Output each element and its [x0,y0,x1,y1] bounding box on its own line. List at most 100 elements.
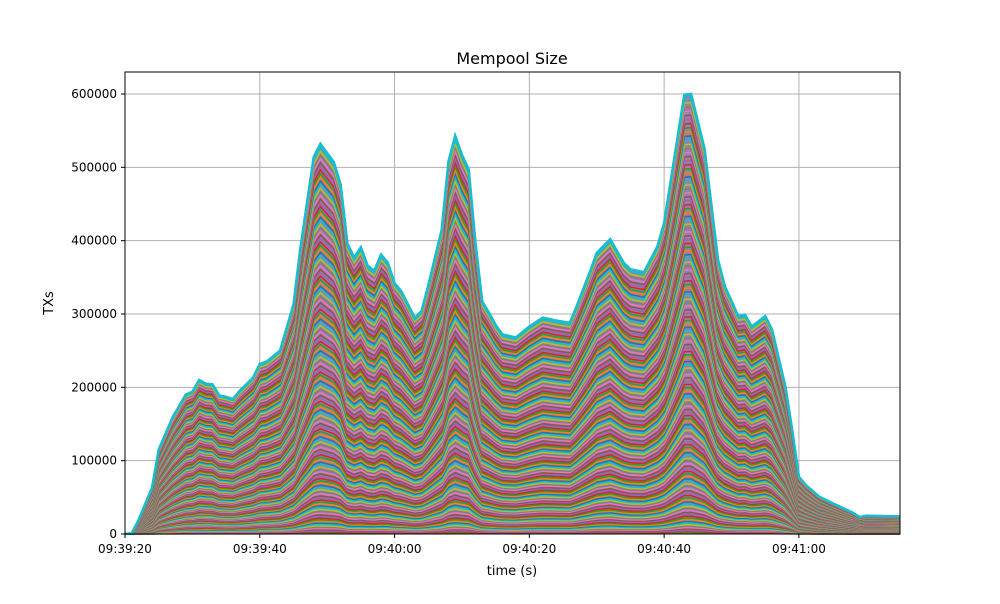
series-line [124,114,901,535]
series-line [124,440,901,535]
series-line [124,298,901,535]
x-tick-label: 09:40:40 [637,542,691,556]
series-line [124,294,901,535]
series-line [124,139,901,535]
series-line [124,143,901,535]
series-line [124,257,901,535]
series-line [124,360,901,535]
series-line [124,457,901,535]
series-line [124,183,901,535]
series-line [124,340,901,535]
series-line [124,191,901,535]
y-tick-label: 400000 [71,234,117,248]
series-line [124,101,901,535]
series-line [124,211,901,535]
y-tick-label: 500000 [71,160,117,174]
series-line [124,454,901,535]
series-line [124,336,901,535]
series-line [124,287,901,535]
series-line [124,175,901,535]
series-line [124,118,901,535]
plot-frame [124,71,901,535]
series-line [124,376,901,535]
series-line [124,329,901,535]
series-line [124,238,901,535]
series-line [124,110,901,535]
chart-title: Mempool Size [456,49,567,68]
series-line [124,350,901,535]
x-tick-label: 09:39:20 [98,542,152,556]
series-line [124,155,901,535]
series-line [124,246,901,535]
series-line [124,446,901,535]
series-line [124,443,901,535]
x-axis: 09:39:20 09:39:40 09:40:00 09:40:20 09:40:40… [98,534,826,556]
series-line [124,347,901,535]
series-line [124,203,901,535]
series-line [124,319,901,535]
series-line [124,380,901,535]
series-line [124,333,901,535]
series-line [124,242,901,535]
series-line [124,420,901,535]
series-line [124,105,901,535]
series-line [124,195,901,535]
series-line [124,253,901,535]
series-line [124,122,901,535]
series-line [124,268,901,535]
series-line [124,179,901,535]
series-line [124,147,901,535]
series-line [124,432,901,535]
series-line [124,199,901,535]
series-line [124,276,901,535]
series-line [124,414,901,535]
series-line [124,353,901,535]
x-tick-label: 09:40:20 [502,542,556,556]
series-line [124,402,901,535]
series-line [124,171,901,535]
series-line [124,423,901,535]
x-tick-label: 09:39:40 [233,542,287,556]
y-axis: 0 100000 200000 300000 400000 500000 600000 [71,87,125,541]
series-line [124,234,901,535]
x-tick-label: 09:40:00 [368,542,422,556]
series-line [124,312,901,535]
series-line [124,305,901,535]
y-tick-label: 300000 [71,307,117,321]
series-line [124,308,901,535]
series-line [124,435,901,535]
series-line [124,261,901,535]
series-line [124,417,901,535]
series-line [124,219,901,535]
y-tick-label: 600000 [71,87,117,101]
series-line [124,315,901,535]
y-tick-label: 0 [109,527,117,541]
y-tick-label: 100000 [71,454,117,468]
series-line [124,159,901,535]
series-line [124,163,901,535]
series-line [124,367,901,535]
series-line [124,470,901,535]
series-line [124,230,901,535]
series-line [124,130,901,535]
series-line [124,272,901,535]
series-line [124,126,901,535]
series-line [124,389,901,535]
series-line [124,373,901,535]
series-line [124,187,901,535]
series-line [124,392,901,535]
series-line [124,326,901,535]
series-line [124,322,901,535]
series-line [124,465,901,535]
series-line [124,383,901,535]
stacked-layers [124,92,901,536]
series-line [124,265,901,535]
series-line [124,215,901,535]
series-line [124,207,901,535]
series-line [124,283,901,535]
series-line [124,301,901,535]
series-line [124,429,901,535]
series-line [124,227,901,535]
x-axis-label: time (s) [487,564,537,579]
